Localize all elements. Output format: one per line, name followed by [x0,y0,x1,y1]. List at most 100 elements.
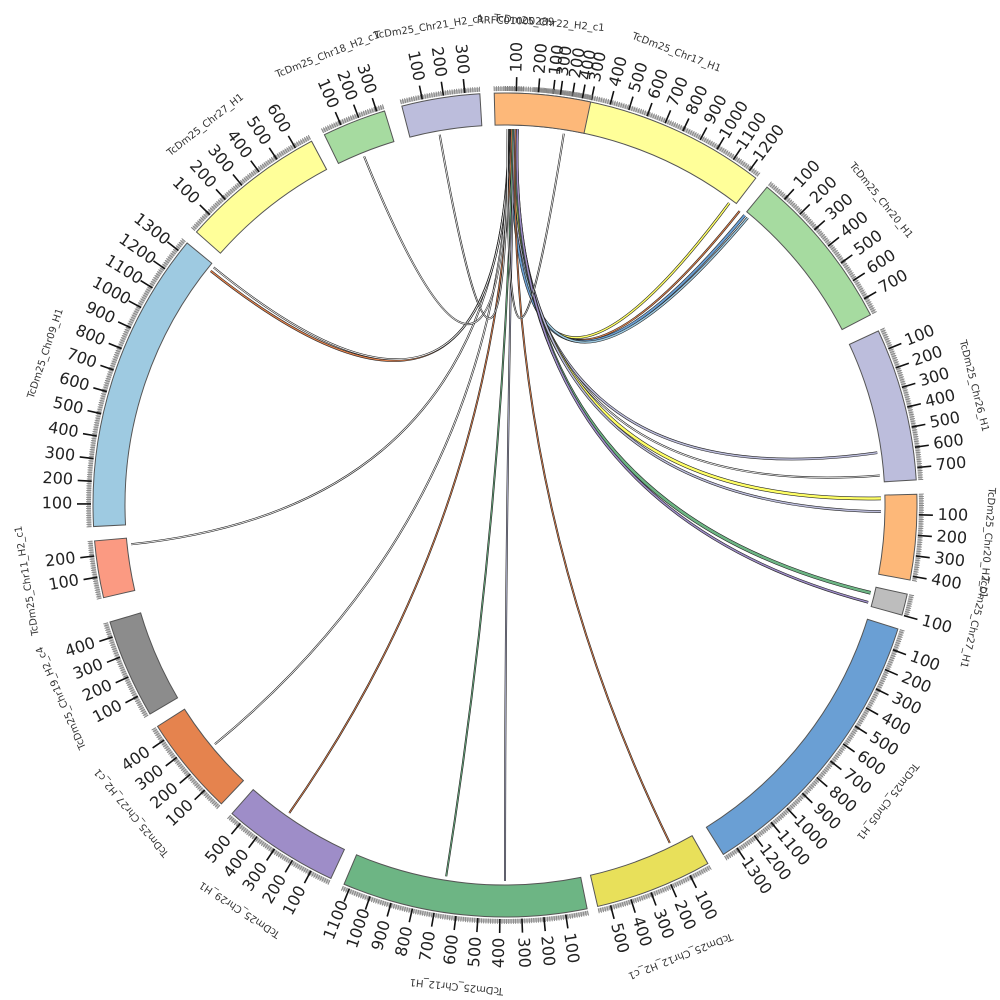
major-tick [77,479,92,482]
tick-label: 400 [629,914,656,949]
minor-tick [181,238,186,242]
major-tick [418,85,424,100]
tick-label: 100 [404,49,429,83]
major-tick [79,456,94,460]
link [516,129,869,604]
tick-label: 500 [928,407,962,431]
major-tick [581,84,586,99]
major-tick [268,147,278,160]
tick-band [87,239,186,527]
tick-label: 200 [42,468,74,489]
tick-label: 100 [506,42,526,73]
segment-s16 [323,110,395,165]
major-tick [453,915,457,931]
major-tick [609,90,615,105]
major-tick [125,695,139,704]
segment-s4 [848,330,917,483]
link [504,129,515,882]
tick-label: 600 [932,430,965,453]
tick-band [321,105,384,133]
major-tick [165,756,178,767]
major-tick [521,918,524,933]
tick-label: 100 [920,611,955,637]
major-tick [863,291,877,300]
major-tick [827,236,840,247]
tick-label: 700 [415,930,439,963]
major-tick [911,423,926,428]
major-tick [753,835,764,848]
tick-label: 200 [936,526,968,547]
major-tick [303,870,312,884]
major-tick [829,760,842,771]
minor-tick [103,622,109,625]
major-tick [232,174,243,186]
major-tick [650,892,657,906]
major-tick [166,241,179,252]
major-tick [352,104,360,119]
major-tick [108,342,122,350]
link-outline [363,128,510,325]
major-tick [87,409,102,415]
major-tick [152,260,166,270]
major-tick [884,668,899,676]
minor-tick [872,311,877,315]
tick-label: 300 [933,548,966,571]
tick-band [88,541,102,600]
segment-name: RRFC01000289 [477,15,555,28]
major-tick [199,204,211,216]
segment-s5 [878,493,918,581]
tick-label: 100 [47,570,80,594]
major-tick [364,896,371,910]
tick-label: 300 [451,43,473,75]
tick-band [341,886,589,924]
major-tick [813,219,826,231]
link [363,128,509,325]
tick-band [598,865,711,913]
major-tick [786,807,798,819]
major-tick [646,102,653,117]
major-tick [917,534,932,538]
segment-name: TcDm25_Chr05_H1 [854,760,921,842]
major-tick [628,96,634,111]
tick-label: 100 [937,505,968,525]
minor-tick [382,104,385,110]
major-tick [609,905,615,920]
major-tick [343,888,351,902]
major-tick [917,465,932,469]
tick-label: 600 [57,368,92,395]
segment-name: TcDm25_Chr12_H1 [409,976,505,997]
major-tick [230,822,241,835]
major-tick [892,648,907,656]
tick-band [400,87,480,105]
major-tick [630,899,636,913]
minor-tick [399,99,402,105]
major-tick [903,614,918,621]
major-tick [100,364,114,371]
major-tick [901,382,916,389]
major-tick [736,847,746,860]
major-tick [284,859,294,873]
major-tick [888,342,902,350]
tick-label: 500 [464,936,485,968]
tick-label: 300 [553,44,576,77]
major-tick [115,676,129,684]
major-tick [250,160,260,173]
major-tick [799,203,811,215]
link [514,129,671,844]
major-tick [80,555,95,559]
segment-s8 [589,835,709,908]
major-tick [907,402,922,408]
major-tick [716,136,725,150]
minor-tick [340,885,344,891]
segment-s15 [195,140,328,254]
segment-s3 [746,186,872,331]
major-tick [537,78,541,93]
segment-s6 [870,586,908,616]
tick-label: 400 [47,417,80,441]
tick-label: 500 [51,393,85,418]
links-layer [130,128,881,882]
tick-label: 200 [530,42,551,74]
major-tick [912,575,927,580]
major-tick [852,272,866,282]
